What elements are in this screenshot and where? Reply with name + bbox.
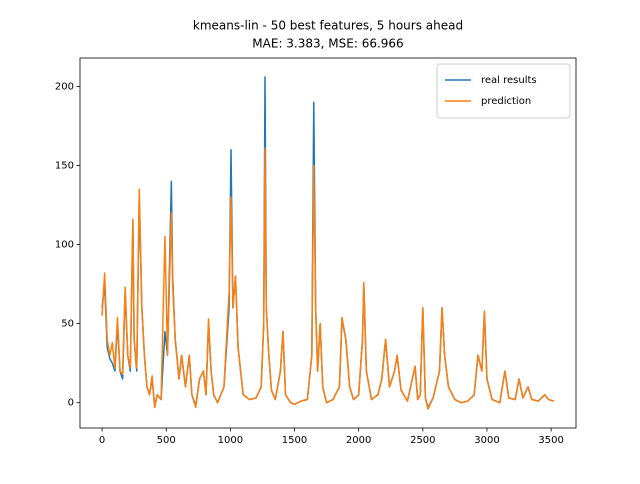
y-tick-label: 100 — [55, 240, 74, 251]
y-tick-label: 200 — [55, 81, 74, 92]
y-tick-label: 150 — [55, 161, 74, 172]
x-tick-label: 2000 — [346, 435, 371, 446]
legend-box — [436, 63, 571, 119]
legend-label: real results — [481, 75, 537, 86]
x-tick-label: 2500 — [410, 435, 435, 446]
x-tick-label: 3000 — [474, 435, 499, 446]
chart-title: kmeans-lin - 50 best features, 5 hours a… — [193, 19, 463, 33]
x-tick-label: 1500 — [282, 435, 307, 446]
y-tick-label: 0 — [68, 398, 74, 409]
x-tick-label: 3500 — [538, 435, 563, 446]
x-tick-label: 0 — [99, 435, 105, 446]
x-tick-label: 500 — [157, 435, 176, 446]
legend-label: prediction — [481, 96, 531, 107]
x-tick-label: 1000 — [218, 435, 243, 446]
y-tick-label: 50 — [61, 319, 74, 330]
plot-frame — [79, 57, 577, 429]
chart-subtitle: MAE: 3.383, MSE: 66.966 — [252, 37, 403, 51]
line-series — [101, 147, 554, 410]
